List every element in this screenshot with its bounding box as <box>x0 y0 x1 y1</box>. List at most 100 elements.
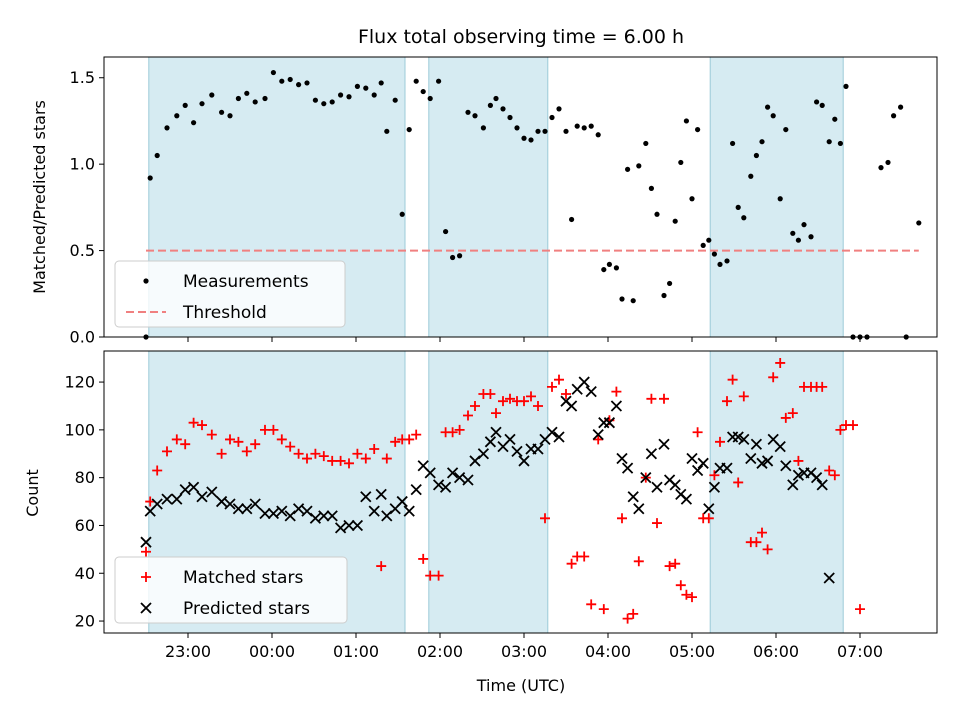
predicted-star-point <box>206 486 218 498</box>
matched-star-point <box>579 551 590 562</box>
matched-star-point <box>381 453 392 464</box>
measurement-point <box>878 165 884 171</box>
matched-star-point <box>310 448 321 459</box>
predicted-star-point <box>477 448 490 460</box>
predicted-star-point <box>446 467 459 479</box>
x-tick-label: 02:00 <box>417 642 463 661</box>
measurement-point <box>595 132 601 138</box>
matched-star-point <box>855 604 865 615</box>
predicted-star-point <box>823 572 835 584</box>
predicted-star-point <box>732 431 744 443</box>
measurement-point <box>164 125 170 131</box>
legend-label: Predicted stars <box>183 599 310 619</box>
predicted-star-point <box>504 433 516 446</box>
predicted-star-point <box>756 457 768 469</box>
measurement-point <box>814 99 820 105</box>
matched-star-point <box>554 374 564 385</box>
measurement-point <box>765 104 771 110</box>
predicted-star-point <box>318 510 330 522</box>
measurement-point <box>528 137 534 143</box>
y-tick-label: 100 <box>64 420 95 439</box>
measurement-point <box>574 123 580 129</box>
x-tick-label: 06:00 <box>753 642 799 661</box>
measurement-point <box>507 114 513 121</box>
measurement-point <box>209 92 215 98</box>
measurement-point <box>191 120 197 126</box>
predicted-star-point <box>810 472 823 484</box>
predicted-star-point <box>592 429 604 441</box>
matched-star-point <box>216 448 227 459</box>
predicted-star-point <box>326 510 338 522</box>
matched-star-point <box>687 592 697 603</box>
y-tick-label: 0.0 <box>70 328 95 347</box>
top-y-axis-label: Matched/Predicted stars <box>30 100 49 294</box>
matched-star-point <box>670 558 681 569</box>
y-tick-label: 60 <box>75 516 95 535</box>
predicted-star-point <box>686 452 698 465</box>
axes-frame <box>103 56 938 338</box>
legend-box <box>114 556 348 624</box>
legend-label: Measurements <box>183 272 309 292</box>
matched-star-point <box>817 381 828 392</box>
predicted-star-point <box>774 440 786 453</box>
predicted-star-point <box>424 467 436 479</box>
predicted-star-point <box>621 462 634 474</box>
matched-star-point <box>411 429 422 440</box>
measurement-point <box>199 101 205 107</box>
predicted-star-point <box>761 455 774 467</box>
measurement-point <box>493 95 499 102</box>
predicted-star-point <box>780 460 792 472</box>
measurement-point <box>606 261 613 268</box>
predicted-star-point <box>309 512 322 524</box>
y-tick-label: 0.5 <box>70 241 95 260</box>
predicted-star-point <box>546 426 558 438</box>
matched-star-point <box>526 391 536 402</box>
measurement-point <box>443 228 449 235</box>
measurement-point <box>759 139 765 145</box>
predicted-star-point <box>627 491 639 503</box>
measurement-point <box>487 102 493 108</box>
predicted-star-point <box>633 503 645 515</box>
measurement-point <box>801 222 807 228</box>
measurement-point <box>244 90 250 96</box>
measurement-point <box>329 99 335 105</box>
predicted-star-point <box>453 472 466 484</box>
matched-star-point <box>180 439 191 450</box>
matched-star-point <box>611 386 622 397</box>
measurement-point <box>636 163 642 169</box>
measurement-point <box>413 78 419 84</box>
measurement-point <box>147 175 153 181</box>
matched-star-point <box>141 546 151 557</box>
matched-star-point <box>454 424 465 435</box>
legend-predicted-swatch <box>140 602 152 614</box>
measurement-point <box>706 237 712 243</box>
matched-star-point <box>829 470 840 481</box>
predicted-star-point <box>232 503 245 515</box>
predicted-star-point <box>816 479 828 491</box>
predicted-star-point <box>691 464 704 477</box>
predicted-star-point <box>439 481 452 493</box>
x-tick-label: 05:00 <box>669 642 715 661</box>
matched-star-point <box>775 357 786 368</box>
legend-label: Matched stars <box>183 568 303 588</box>
matched-star-point <box>369 443 380 454</box>
matched-star-point <box>390 436 401 447</box>
matched-star-point <box>360 453 371 464</box>
matched-star-point <box>505 393 515 404</box>
matched-star-point <box>664 561 675 572</box>
matched-star-point <box>738 391 749 402</box>
matched-star-point <box>646 393 657 404</box>
measurement-point <box>457 253 463 259</box>
matched-star-point <box>561 389 571 400</box>
matched-star-point <box>835 424 846 435</box>
measurement-point <box>363 85 369 91</box>
matched-star-point <box>780 412 791 423</box>
measurement-point <box>535 128 541 134</box>
matched-star-point <box>622 613 633 624</box>
predicted-star-point <box>669 479 681 491</box>
predicted-star-point <box>616 452 628 465</box>
measurement-point <box>378 80 384 86</box>
predicted-star-point <box>792 469 805 481</box>
measurement-point <box>783 126 789 133</box>
